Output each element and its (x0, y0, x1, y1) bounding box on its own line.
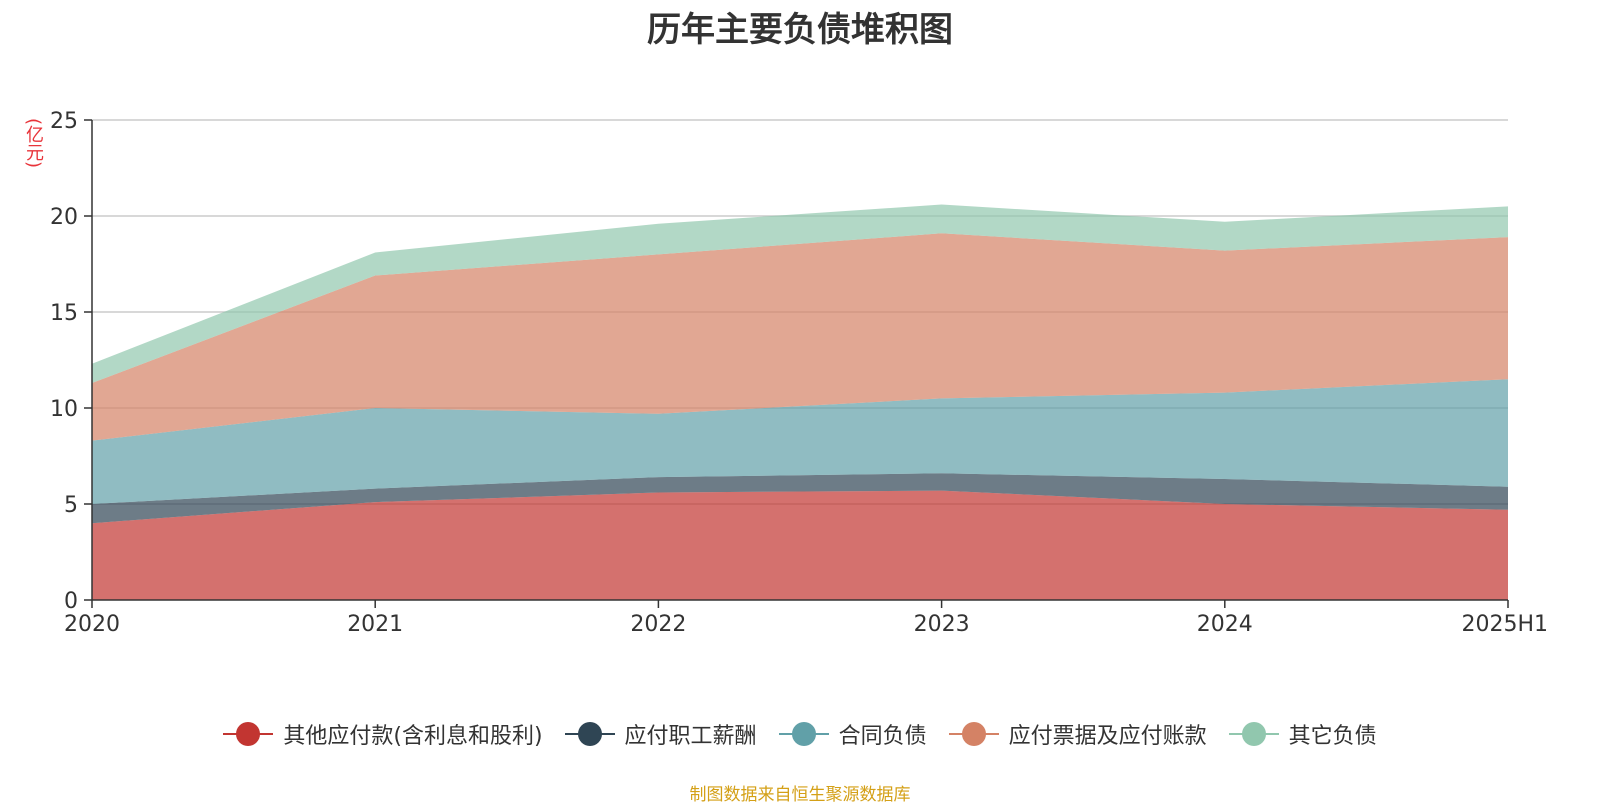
x-tick-label: 2023 (914, 612, 970, 637)
y-tick-label: 15 (50, 301, 78, 326)
legend-label: 其他应付款(含利息和股利) (283, 724, 543, 749)
legend-marker (223, 721, 274, 747)
legend-marker (778, 721, 829, 747)
legend-label: 应付职工薪酬 (624, 724, 757, 749)
legend-label: 合同负债 (838, 724, 927, 749)
area-series-1 (92, 473, 1508, 524)
chart-title: 历年主要负债堆积图 (647, 10, 953, 50)
legend-label: 其它负债 (1288, 724, 1377, 749)
area-series-2 (92, 379, 1508, 504)
legend-item-1[interactable]: 应付职工薪酬 (564, 718, 757, 750)
legend-marker (948, 721, 999, 747)
x-tick-label: 2020 (64, 612, 120, 637)
y-tick-label: 20 (50, 205, 78, 230)
legend-item-0[interactable]: 其他应付款(含利息和股利) (223, 718, 543, 750)
legend-item-2[interactable]: 合同负债 (778, 718, 927, 750)
data-source-note: 制图数据来自恒生聚源数据库 (689, 785, 911, 805)
area-series-4 (92, 204, 1508, 383)
x-tick-label: 2021 (347, 612, 403, 637)
y-tick-label: 5 (64, 493, 78, 518)
legend-label: 应付票据及应付账款 (1008, 724, 1207, 749)
y-tick-label: 0 (64, 589, 78, 614)
y-tick-label: 25 (50, 109, 78, 134)
legend-marker (1228, 721, 1279, 747)
x-tick-label: 2025H1 (1461, 612, 1548, 637)
legend-item-3[interactable]: 应付票据及应付账款 (948, 718, 1207, 750)
x-tick-label: 2022 (630, 612, 686, 637)
legend-marker (564, 721, 615, 747)
area-series-0 (92, 490, 1508, 600)
x-tick-label: 2024 (1197, 612, 1253, 637)
y-tick-label: 10 (50, 397, 78, 422)
legend-item-4[interactable]: 其它负债 (1228, 718, 1377, 750)
legend: 其他应付款(含利息和股利) 应付职工薪酬 合同负债 应付票据及应付账款 其它负债 (0, 718, 1600, 750)
area-series-3 (92, 233, 1508, 441)
y-axis-unit-label: (亿元) (23, 118, 44, 169)
